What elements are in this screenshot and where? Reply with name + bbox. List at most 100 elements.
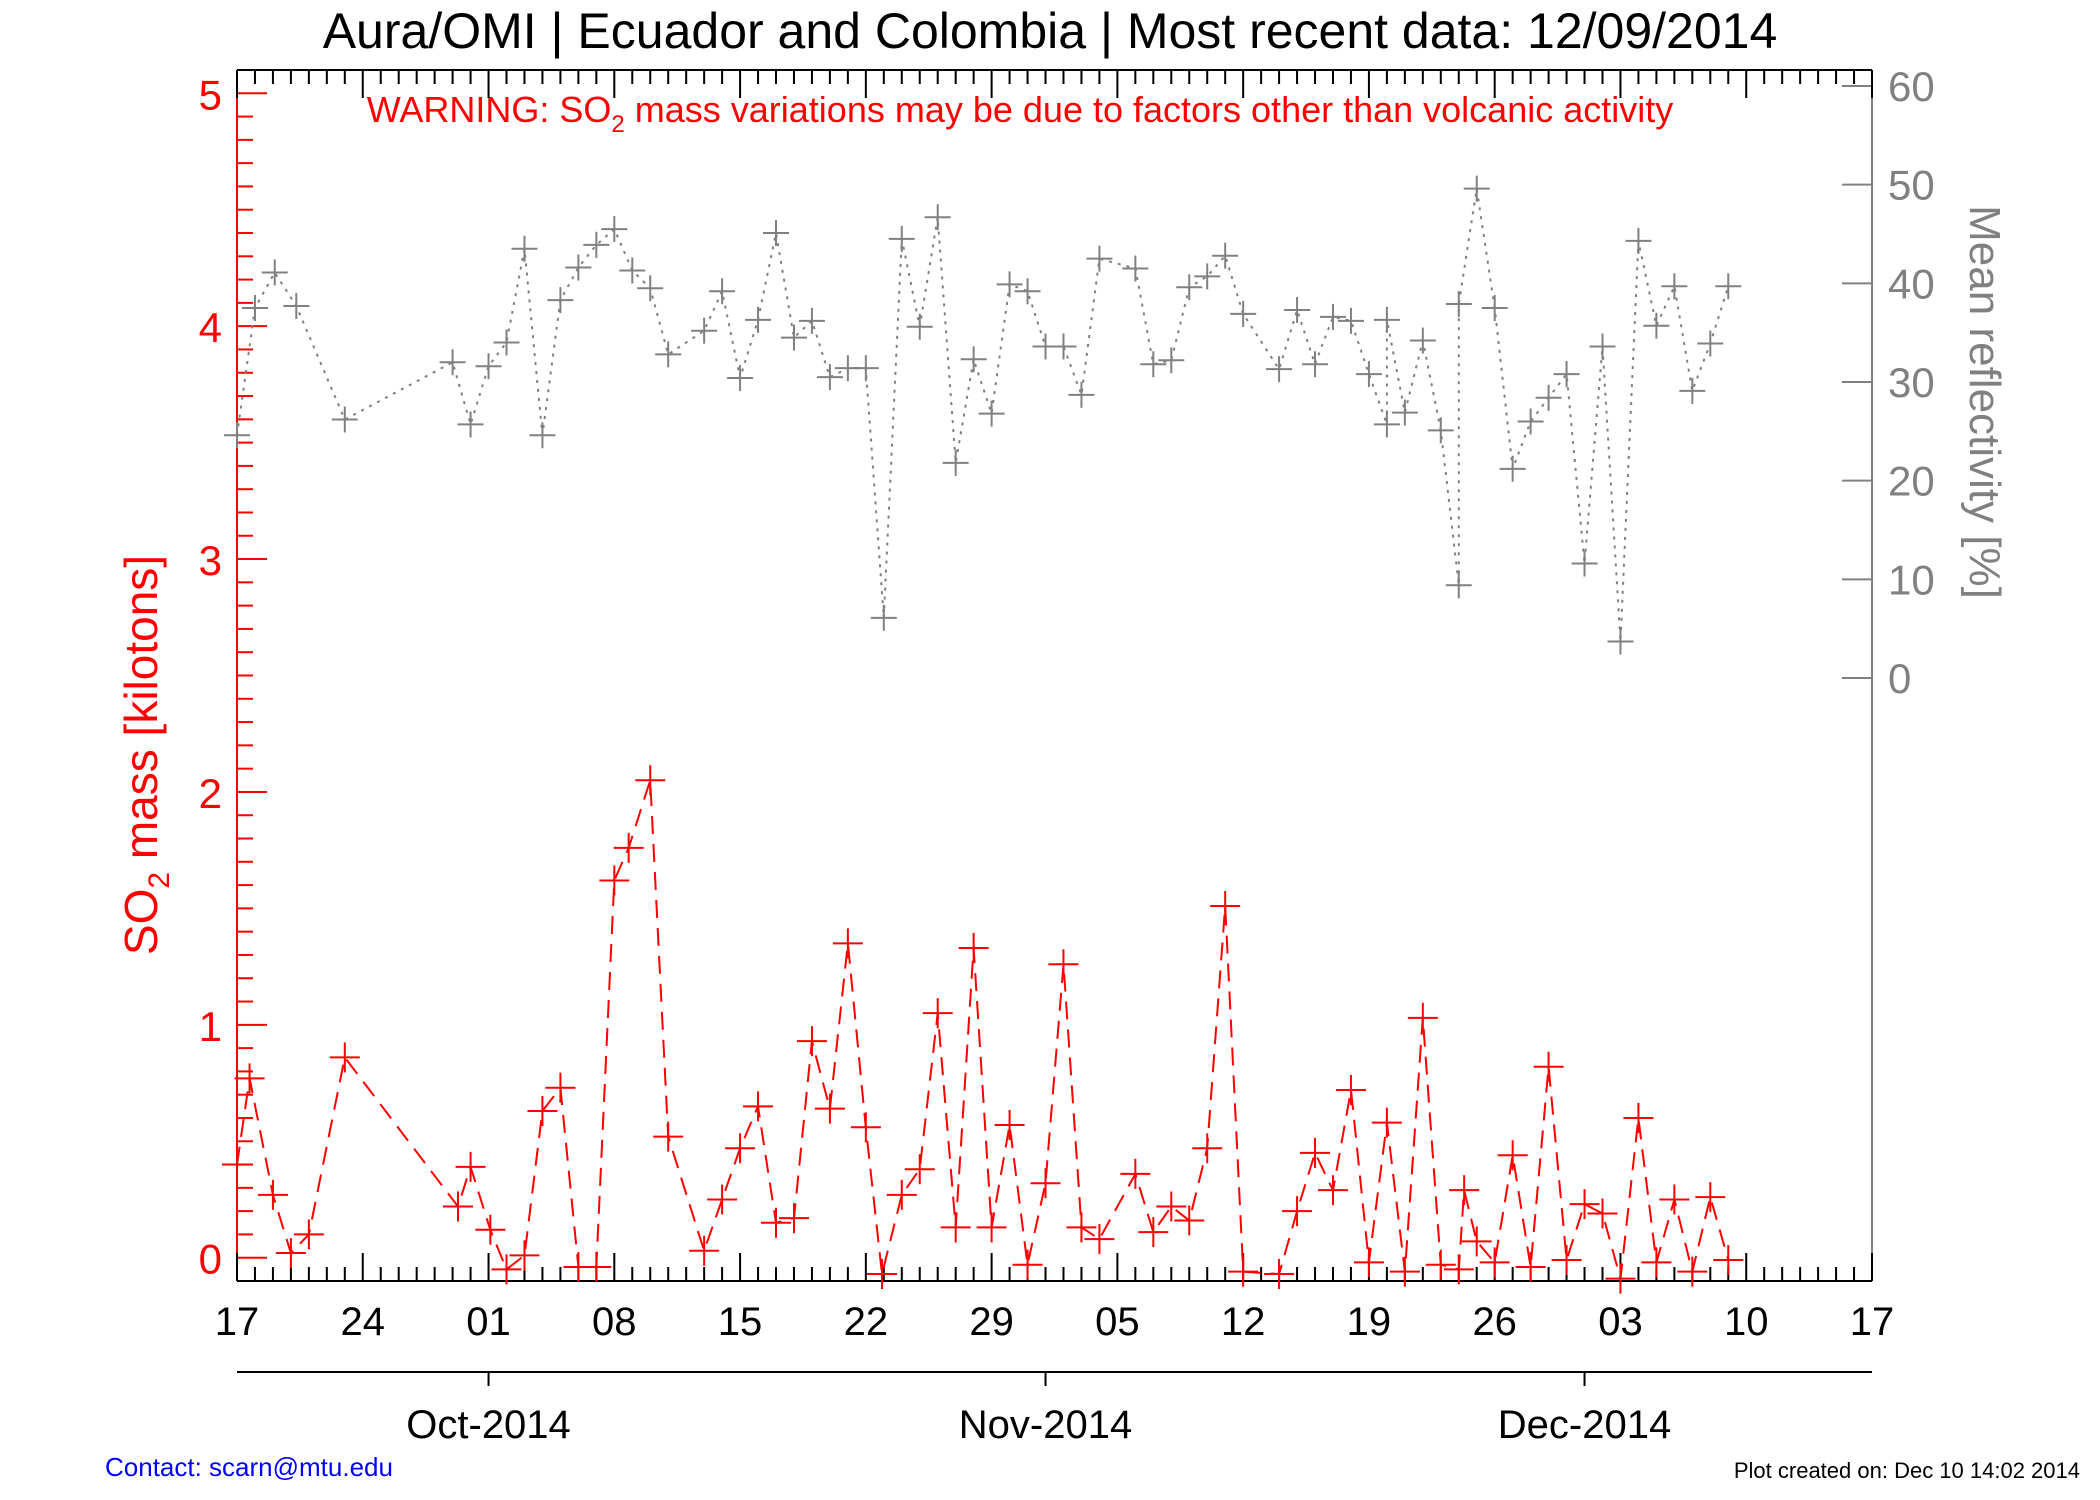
x-tick-label: 22 [844, 1300, 889, 1344]
reflectivity-point [780, 324, 807, 351]
left-tick-label: 1 [199, 1003, 222, 1050]
so2-line [236, 779, 1730, 1279]
left-tick-label: 4 [199, 304, 222, 351]
so2-point [904, 1154, 935, 1185]
right-tick-label: 50 [1888, 162, 1935, 209]
reflectivity-point [1643, 312, 1670, 339]
reflectivity-point [331, 406, 358, 433]
so2-point [1228, 1256, 1259, 1287]
so2-point [455, 1151, 486, 1182]
so2-point [475, 1214, 506, 1245]
x-tick-label: 24 [341, 1300, 386, 1344]
reflectivity-line [236, 188, 1730, 642]
so2-point [1335, 1075, 1366, 1106]
x-tick-label: 15 [718, 1300, 763, 1344]
reflectivity-point [1284, 296, 1311, 323]
so2-point [545, 1072, 576, 1103]
left-axis: 0 1 2 3 4 5 [199, 70, 267, 1283]
right-axis-label: Mean reflectivity [%] [1960, 205, 2009, 599]
left-label-prefix: SO [115, 889, 167, 955]
reflectivity-point [1373, 411, 1400, 438]
left-label-suffix: mass [kilotons] [115, 555, 167, 872]
so2-point [725, 1133, 756, 1164]
so2-series [222, 765, 1744, 1294]
so2-point [1443, 1254, 1474, 1285]
so2-point [1479, 1247, 1510, 1278]
so2-point [707, 1184, 738, 1215]
so2-point [509, 1240, 540, 1271]
so2-point [1156, 1191, 1187, 1222]
reflectivity-point [1050, 333, 1077, 360]
x-tick-label: 26 [1472, 1300, 1517, 1344]
reflectivity-point [1409, 327, 1436, 354]
reflectivity-point [1212, 242, 1239, 269]
reflectivity-point [565, 254, 592, 281]
so2-point [994, 1109, 1025, 1140]
reflectivity-point [439, 349, 466, 376]
reflectivity-point [583, 231, 610, 258]
so2-point [1659, 1184, 1690, 1215]
reflectivity-point [511, 235, 538, 262]
warning-text: WARNING: SO2 mass variations may be due … [367, 89, 1674, 138]
so2-point [1300, 1137, 1331, 1168]
reflectivity-point [475, 353, 502, 380]
so2-point [1449, 1175, 1480, 1206]
month-label: Nov-2014 [959, 1403, 1132, 1447]
reflectivity-point [1266, 356, 1293, 383]
so2-point [1641, 1247, 1672, 1278]
reflectivity-point [637, 275, 664, 302]
reflectivity-point [852, 355, 879, 382]
reflectivity-point [870, 604, 897, 631]
reflectivity-point [601, 216, 628, 243]
plot-frame [237, 69, 1872, 1282]
left-tick-label: 2 [199, 770, 222, 817]
reflectivity-point [763, 220, 790, 247]
so2-point [940, 1212, 971, 1243]
so2-point [1587, 1198, 1618, 1229]
so2-point [1407, 1002, 1438, 1033]
reflectivity-point [906, 313, 933, 340]
so2-point [222, 1149, 252, 1180]
reflectivity-point [1086, 245, 1113, 272]
so2-point [1551, 1245, 1582, 1276]
month-axis: Oct-2014 Nov-2014 Dec-2014 [237, 1371, 1872, 1447]
so2-point [581, 1252, 612, 1283]
reflectivity-point [493, 329, 520, 356]
reflectivity-point [224, 422, 250, 449]
x-tick-label: 05 [1095, 1300, 1140, 1344]
so2-point [922, 998, 953, 1029]
reflectivity-point [1122, 255, 1149, 282]
so2-point [653, 1121, 684, 1152]
reflectivity-point [1140, 351, 1167, 378]
month-label: Dec-2014 [1498, 1403, 1671, 1447]
left-tick-label: 5 [199, 71, 222, 118]
reflectivity-point [1194, 263, 1221, 290]
so2-point [1425, 1249, 1456, 1280]
so2-point [796, 1026, 827, 1057]
reflectivity-point [1068, 381, 1095, 408]
so2-point [1389, 1256, 1420, 1287]
so2-point [527, 1095, 558, 1126]
reflectivity-point [261, 259, 288, 286]
so2-point [257, 1179, 288, 1210]
so2-point [1461, 1226, 1492, 1257]
reflectivity-point [1625, 227, 1652, 254]
so2-point [1066, 1212, 1097, 1243]
reflectivity-point [960, 346, 987, 373]
reflectivity-point [655, 341, 682, 368]
so2-point [976, 1212, 1007, 1243]
warning-subscript: 2 [611, 111, 624, 138]
so2-point [958, 932, 989, 963]
reflectivity-point [619, 257, 646, 284]
right-tick-label: 0 [1888, 655, 1911, 702]
so2-point [1605, 1263, 1636, 1294]
so2-point [442, 1191, 473, 1222]
reflectivity-point [1499, 455, 1526, 482]
reflectivity-point [529, 422, 556, 449]
so2-point [1353, 1247, 1384, 1278]
reflectivity-point [1373, 306, 1400, 333]
so2-point [275, 1238, 306, 1269]
so2-point [1048, 949, 1079, 980]
so2-point [761, 1207, 792, 1238]
reflectivity-point [745, 306, 772, 333]
